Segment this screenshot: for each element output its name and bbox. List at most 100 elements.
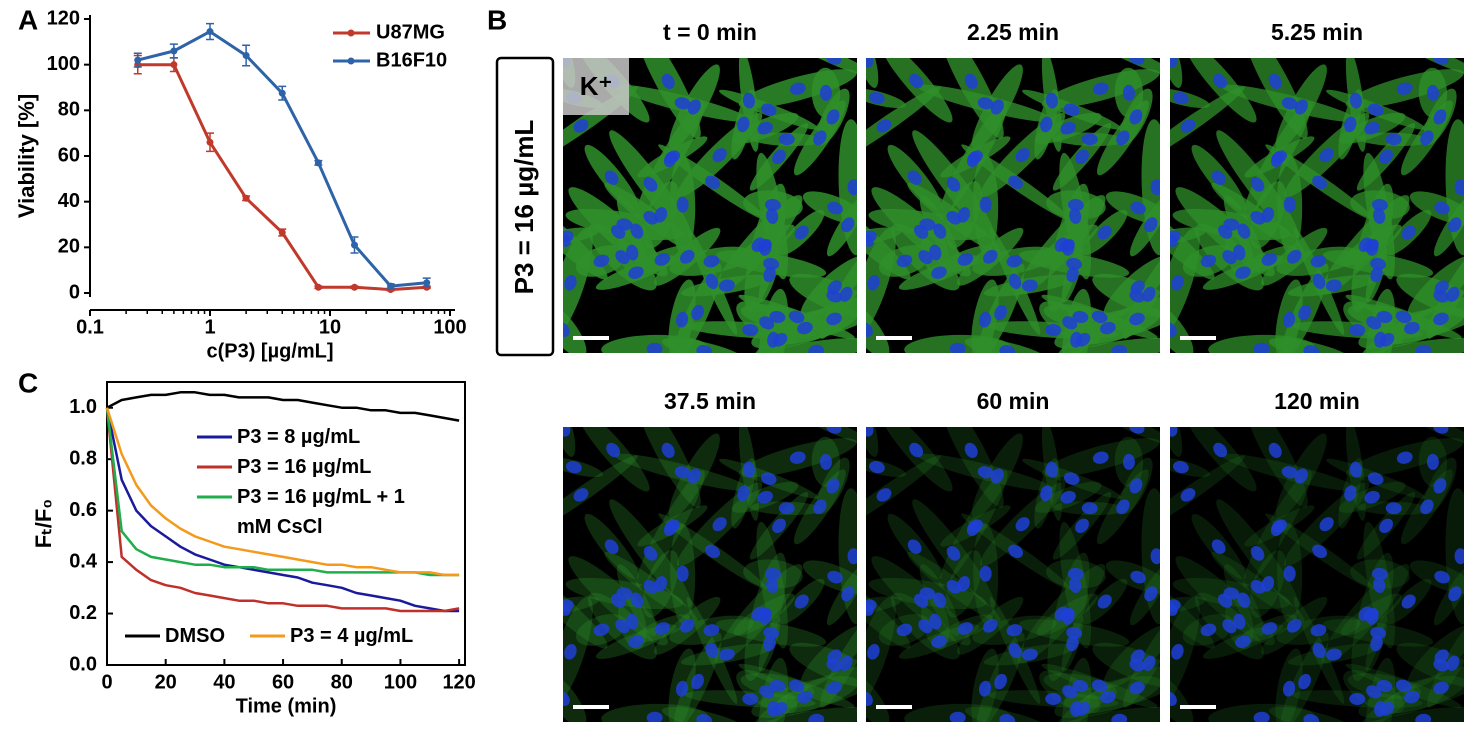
y-axis-label: Fₜ/F₀ xyxy=(31,499,56,548)
nucleus xyxy=(1066,266,1079,283)
nucleus xyxy=(1270,151,1284,168)
nucleus xyxy=(742,461,755,478)
nucleus xyxy=(564,274,577,291)
nucleus xyxy=(1129,109,1143,125)
x-axis-label: c(P3) [µg/mL] xyxy=(206,340,333,362)
legend-label: U87MG xyxy=(376,21,445,43)
nucleus xyxy=(742,693,759,706)
nucleus xyxy=(896,623,913,637)
nucleus xyxy=(1344,116,1357,133)
image-background xyxy=(1170,427,1464,722)
time-label: 5.25 min xyxy=(1271,19,1363,45)
nucleus xyxy=(643,211,659,225)
nucleus xyxy=(1446,655,1460,671)
x-tick-label: 40 xyxy=(213,671,235,693)
nucleus xyxy=(675,311,689,328)
nucleus xyxy=(813,130,827,146)
nucleus xyxy=(1091,310,1108,324)
time-label: t = 0 min xyxy=(663,19,757,45)
nucleus xyxy=(949,711,966,722)
nucleus xyxy=(847,179,857,196)
nucleus xyxy=(979,565,992,582)
nucleus xyxy=(813,499,827,515)
nucleus xyxy=(1211,539,1226,554)
nucleus xyxy=(1446,286,1460,302)
nucleus xyxy=(767,700,780,717)
nucleus xyxy=(909,442,924,458)
nucleus xyxy=(1129,478,1143,494)
nucleus xyxy=(808,713,825,722)
nucleus xyxy=(1250,580,1266,594)
nucleus xyxy=(957,622,974,635)
nucleus xyxy=(1072,679,1089,693)
nucleus xyxy=(674,466,691,479)
nucleus xyxy=(994,304,1007,321)
nucleus xyxy=(1040,485,1053,502)
marker xyxy=(350,241,358,249)
nucleus xyxy=(983,618,998,633)
nucleus xyxy=(563,427,571,437)
nucleus xyxy=(867,274,880,291)
micrograph xyxy=(866,58,1160,353)
nucleus xyxy=(742,324,759,337)
legend-entry: P3 = 8 µg/mL xyxy=(237,426,360,448)
nucleus xyxy=(866,691,873,706)
nucleus xyxy=(1062,685,1078,699)
nucleus xyxy=(1433,58,1449,65)
nucleus xyxy=(1371,567,1388,580)
nucleus xyxy=(1366,685,1382,699)
nucleus xyxy=(979,196,992,213)
nucleus xyxy=(839,286,853,302)
nucleus xyxy=(565,460,582,474)
nucleus xyxy=(1281,466,1298,479)
nucleus xyxy=(1294,468,1308,484)
nucleus xyxy=(797,321,813,335)
nucleus xyxy=(1312,175,1327,190)
image-background xyxy=(563,427,857,722)
nucleus xyxy=(994,673,1007,690)
nucleus xyxy=(931,635,947,648)
nucleus xyxy=(1373,577,1386,594)
nucleus xyxy=(966,520,980,537)
nucleus xyxy=(1349,324,1366,337)
nucleus xyxy=(788,310,805,324)
marker xyxy=(242,52,250,60)
legend-marker xyxy=(347,57,355,65)
nucleus xyxy=(705,273,719,290)
nucleus xyxy=(604,170,619,185)
nucleus xyxy=(563,691,570,706)
y-tick-label: 0.8 xyxy=(69,447,97,469)
marker xyxy=(350,283,358,291)
nucleus xyxy=(1066,635,1079,652)
x-tick-label: 10 xyxy=(319,316,341,338)
nucleus xyxy=(1433,109,1447,125)
channel-label: K⁺ xyxy=(580,71,613,101)
nucleus xyxy=(703,624,720,637)
x-tick-label: 1 xyxy=(204,316,215,338)
nucleus xyxy=(876,488,892,502)
nucleus xyxy=(615,250,630,265)
nucleus xyxy=(1303,345,1320,353)
nucleus xyxy=(1358,606,1373,621)
nucleus xyxy=(628,635,644,648)
nucleus xyxy=(1130,280,1145,295)
nucleus xyxy=(1111,344,1128,353)
nucleus xyxy=(1298,304,1311,321)
nucleus xyxy=(778,502,795,515)
nucleus xyxy=(1200,254,1217,268)
legend-marker xyxy=(347,29,355,37)
nucleus xyxy=(1319,517,1334,532)
nucleus xyxy=(1303,714,1320,722)
nucleus xyxy=(573,488,589,502)
legend-label: DMSO xyxy=(165,625,225,647)
nucleus xyxy=(1310,255,1327,268)
panel-label: B xyxy=(487,4,507,35)
nucleus xyxy=(1217,224,1233,239)
y-tick-label: 20 xyxy=(58,236,80,258)
nucleus xyxy=(964,73,978,89)
nucleus xyxy=(788,679,805,693)
nucleus xyxy=(1395,679,1412,693)
nucleus xyxy=(764,198,781,211)
nucleus xyxy=(826,478,840,494)
